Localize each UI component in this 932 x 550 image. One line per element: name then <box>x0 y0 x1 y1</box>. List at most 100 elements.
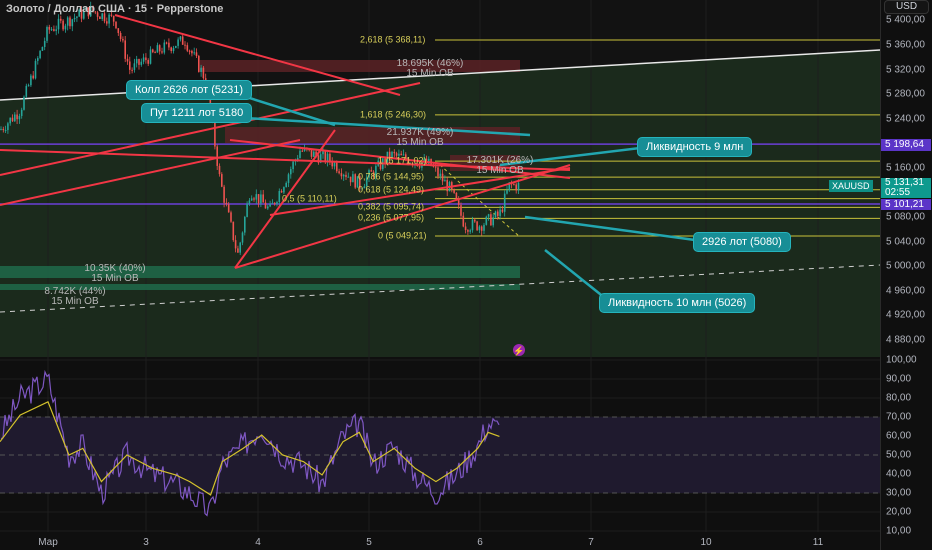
callout-call-options[interactable]: Колл 2626 лот (5231) <box>126 80 253 100</box>
callout-put-options[interactable]: Пут 1211 лот 5180 <box>141 103 253 123</box>
candle-body <box>455 192 458 201</box>
candle-body <box>170 47 172 52</box>
candle-body <box>73 17 76 20</box>
candle-body <box>87 7 90 17</box>
candle-body <box>255 194 258 200</box>
chart-title: Золото / Доллар США · 15 · Pepperstone <box>6 3 224 15</box>
candle-body <box>179 36 182 40</box>
candle-body <box>315 151 317 156</box>
candle-body <box>99 16 101 20</box>
callout-lots-5080[interactable]: 2926 лот (5080) <box>693 232 791 252</box>
candle-body <box>193 52 195 54</box>
candle-body <box>503 193 506 212</box>
candle-body <box>296 158 299 160</box>
trendline-red[interactable] <box>114 14 401 96</box>
candle-body <box>407 159 409 165</box>
candle-body <box>485 216 488 225</box>
price-axis[interactable] <box>880 0 932 550</box>
candle-body <box>446 180 448 192</box>
lightning-icon[interactable] <box>513 344 525 356</box>
candle-body <box>76 16 78 18</box>
candle-body <box>273 202 276 205</box>
candle-body <box>34 60 37 79</box>
candle-body <box>85 7 87 11</box>
currency-button[interactable]: USD <box>884 0 929 14</box>
candle-body <box>230 212 232 222</box>
candle-body <box>506 190 508 194</box>
price-tick: 5 080,00 <box>886 211 925 223</box>
candle-body <box>16 114 18 120</box>
order-block-label-2: 21.937K (49%) 15 Min OB <box>386 127 454 148</box>
trendline-red[interactable] <box>234 129 336 269</box>
candle-body <box>379 160 382 170</box>
trendline-red[interactable] <box>229 139 571 179</box>
candle-body <box>9 117 11 124</box>
trendline-dashed[interactable] <box>0 264 881 313</box>
candle-body <box>462 215 465 227</box>
order-block-5 <box>0 284 520 290</box>
price-tick: 5 360,00 <box>886 39 925 51</box>
candle-body <box>501 209 504 212</box>
candle-body <box>356 176 359 188</box>
candle-body <box>469 230 471 232</box>
pane-separator[interactable] <box>0 357 880 360</box>
candle-body <box>287 174 290 183</box>
candle-body <box>124 40 126 59</box>
candle-body <box>432 165 435 167</box>
candle-body <box>338 171 340 174</box>
candle-body <box>441 173 444 182</box>
candle-body <box>326 153 329 163</box>
candle-body <box>248 200 251 204</box>
candle-body <box>27 85 30 87</box>
trendline-red[interactable] <box>269 167 571 216</box>
candle-body <box>271 202 274 204</box>
trendline-red[interactable] <box>234 164 571 269</box>
candle-body <box>342 174 345 177</box>
rsi-ma-line <box>0 400 500 496</box>
last-price-tag: 5 131,31 02:55 <box>881 178 931 198</box>
candle-body <box>37 58 39 61</box>
candle-body <box>18 115 21 120</box>
candle-body <box>209 90 212 111</box>
callout-pointer <box>499 146 641 167</box>
trendline-red[interactable] <box>0 139 301 206</box>
callout-pointer <box>239 93 336 127</box>
candle-body <box>439 173 442 177</box>
candle-body <box>402 154 405 156</box>
order-block-label-4: 10.35K (40%) 15 Min OB <box>84 263 146 284</box>
order-block-label-5: 8.742K (44%) 15 Min OB <box>44 286 106 307</box>
candle-body <box>262 194 264 203</box>
trendline-red[interactable] <box>0 82 421 176</box>
candle-body <box>181 36 184 45</box>
fib-label: 1 (5 171,02) <box>378 155 427 166</box>
candle-body <box>372 171 375 177</box>
candle-body <box>368 170 370 178</box>
candle-body <box>168 42 170 48</box>
candle-body <box>140 61 143 65</box>
callout-liquidity-10m[interactable]: Ликвидность 10 млн (5026) <box>599 293 756 313</box>
callout-liquidity-9m[interactable]: Ликвидность 9 млн <box>637 137 753 157</box>
price-tick: 5 040,00 <box>886 236 925 248</box>
candle-body <box>257 194 260 204</box>
candle-body <box>133 63 136 70</box>
candle-body <box>476 221 478 231</box>
candle-body <box>400 153 402 156</box>
price-tick: 4 960,00 <box>886 285 925 297</box>
candle-body <box>131 69 133 71</box>
candle-body <box>161 51 163 53</box>
candle-body <box>221 174 223 187</box>
candle-body <box>53 29 55 31</box>
price-tick: 5 240,00 <box>886 113 925 125</box>
candle-body <box>508 182 511 191</box>
time-tick: 5 <box>366 537 372 548</box>
candle-body <box>117 28 120 33</box>
rsi-tick: 30,00 <box>886 487 912 499</box>
candle-body <box>186 45 189 51</box>
candle-body <box>165 42 168 44</box>
order-block-label-3: 17.301K (26%) 15 Min OB <box>466 155 534 176</box>
rsi-tick: 40,00 <box>886 468 912 480</box>
candle-body <box>365 177 368 187</box>
candle-body <box>227 204 230 213</box>
level-tag-lower: 5 101,21 <box>881 199 931 210</box>
